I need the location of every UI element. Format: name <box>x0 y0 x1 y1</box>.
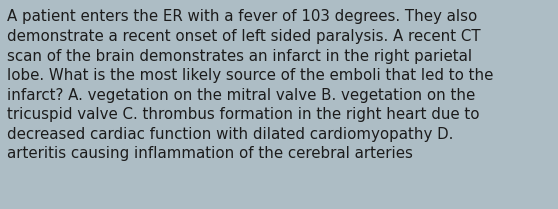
Text: A patient enters the ER with a fever of 103 degrees. They also
demonstrate a rec: A patient enters the ER with a fever of … <box>7 9 494 161</box>
